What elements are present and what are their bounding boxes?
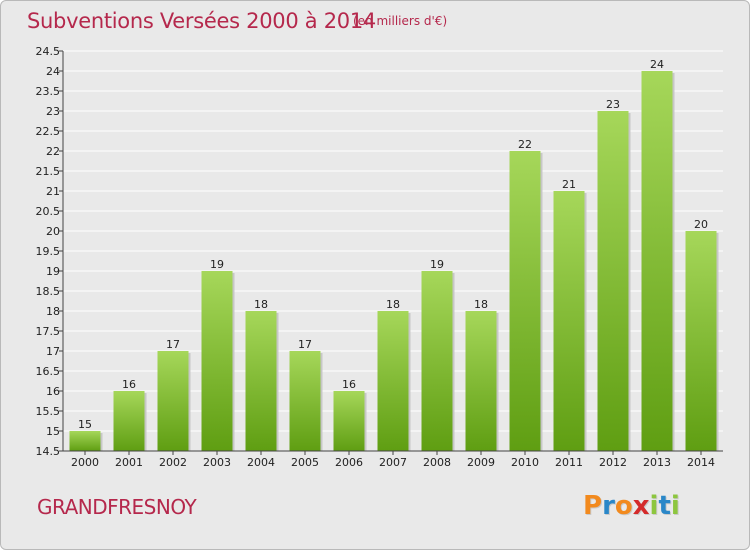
bars [69,71,719,451]
x-tick-label: 2008 [423,456,451,469]
x-tick-label: 2005 [291,456,319,469]
y-tick-label: 21.5 [36,165,61,178]
bar-2004 [245,311,277,451]
value-label: 16 [122,378,136,391]
value-label: 15 [78,418,92,431]
y-tick-label: 19.5 [36,245,61,258]
value-label: 20 [694,218,708,231]
x-tick-label: 2014 [687,456,715,469]
y-tick-label: 20 [46,225,60,238]
x-tick-label: 2000 [71,456,99,469]
y-tick-label: 21 [46,185,60,198]
value-label: 16 [342,378,356,391]
y-tick-label: 15 [46,425,60,438]
y-tick-label: 22.5 [36,125,61,138]
y-tick-label: 17.5 [36,325,61,338]
y-tick-label: 20.5 [36,205,61,218]
x-tick-label: 2004 [247,456,275,469]
value-label: 22 [518,138,532,151]
bar-2002 [157,351,189,451]
bar-2010 [509,151,541,451]
logo-letter: i [670,491,680,521]
bar-2009 [465,311,497,451]
x-tick-label: 2012 [599,456,627,469]
logo-letter: i [649,491,659,521]
y-tick-label: 14.5 [36,445,61,458]
bar-2013 [641,71,673,451]
bar-2005 [289,351,321,451]
proxiti-logo: Proxiti [583,491,680,521]
x-tick-label: 2013 [643,456,671,469]
value-label: 21 [562,178,576,191]
x-tick-label: 2003 [203,456,231,469]
value-label: 17 [166,338,180,351]
x-tick-label: 2002 [159,456,187,469]
logo-letter: o [614,491,633,521]
value-label: 18 [474,298,488,311]
bar-2001 [113,391,145,451]
x-tick-label: 2011 [555,456,583,469]
chart-subtitle: (en milliers d'€) [353,14,448,28]
logo-letter: r [602,491,615,521]
value-label: 19 [210,258,224,271]
value-label: 18 [254,298,268,311]
axes: 14.5 15 15.5 16 16.5 17 17.5 18 18.5 19 19.5 20 20.5… [36,45,723,469]
y-tick-label: 15.5 [36,405,61,418]
value-label: 24 [650,58,664,71]
value-label: 17 [298,338,312,351]
commune-name: GRANDFRESNOY [37,495,197,519]
value-label: 18 [386,298,400,311]
y-tick-label: 17 [46,345,60,358]
logo-letter: t [658,491,671,521]
value-labels: 15 16 17 19 18 17 16 18 19 18 22 21 23 24 20 [78,58,708,431]
bar-2012 [597,111,629,451]
x-tick-label: 2006 [335,456,363,469]
value-label: 23 [606,98,620,111]
y-tick-label: 24 [46,65,60,78]
bar-2011 [553,191,585,451]
y-tick-label: 18.5 [36,285,61,298]
x-tick-label: 2001 [115,456,143,469]
bar-2008 [421,271,453,451]
logo-letter: P [583,491,603,521]
y-tick-label: 16 [46,385,60,398]
bar-2014 [685,231,717,451]
value-label: 19 [430,258,444,271]
bar-2000 [69,431,101,451]
logo-letter: x [632,491,650,521]
y-tick-label: 16.5 [36,365,61,378]
bar-2006 [333,391,365,451]
x-tick-label: 2009 [467,456,495,469]
chart-title: Subventions Versées 2000 à 2014 [27,9,376,33]
bar-2007 [377,311,409,451]
y-tick-label: 24.5 [36,45,61,58]
y-tick-label: 18 [46,305,60,318]
y-tick-label: 23.5 [36,85,61,98]
bar-2003 [201,271,233,451]
y-tick-label: 22 [46,145,60,158]
y-tick-label: 19 [46,265,60,278]
x-tick-label: 2007 [379,456,407,469]
x-tick-label: 2010 [511,456,539,469]
y-tick-label: 23 [46,105,60,118]
